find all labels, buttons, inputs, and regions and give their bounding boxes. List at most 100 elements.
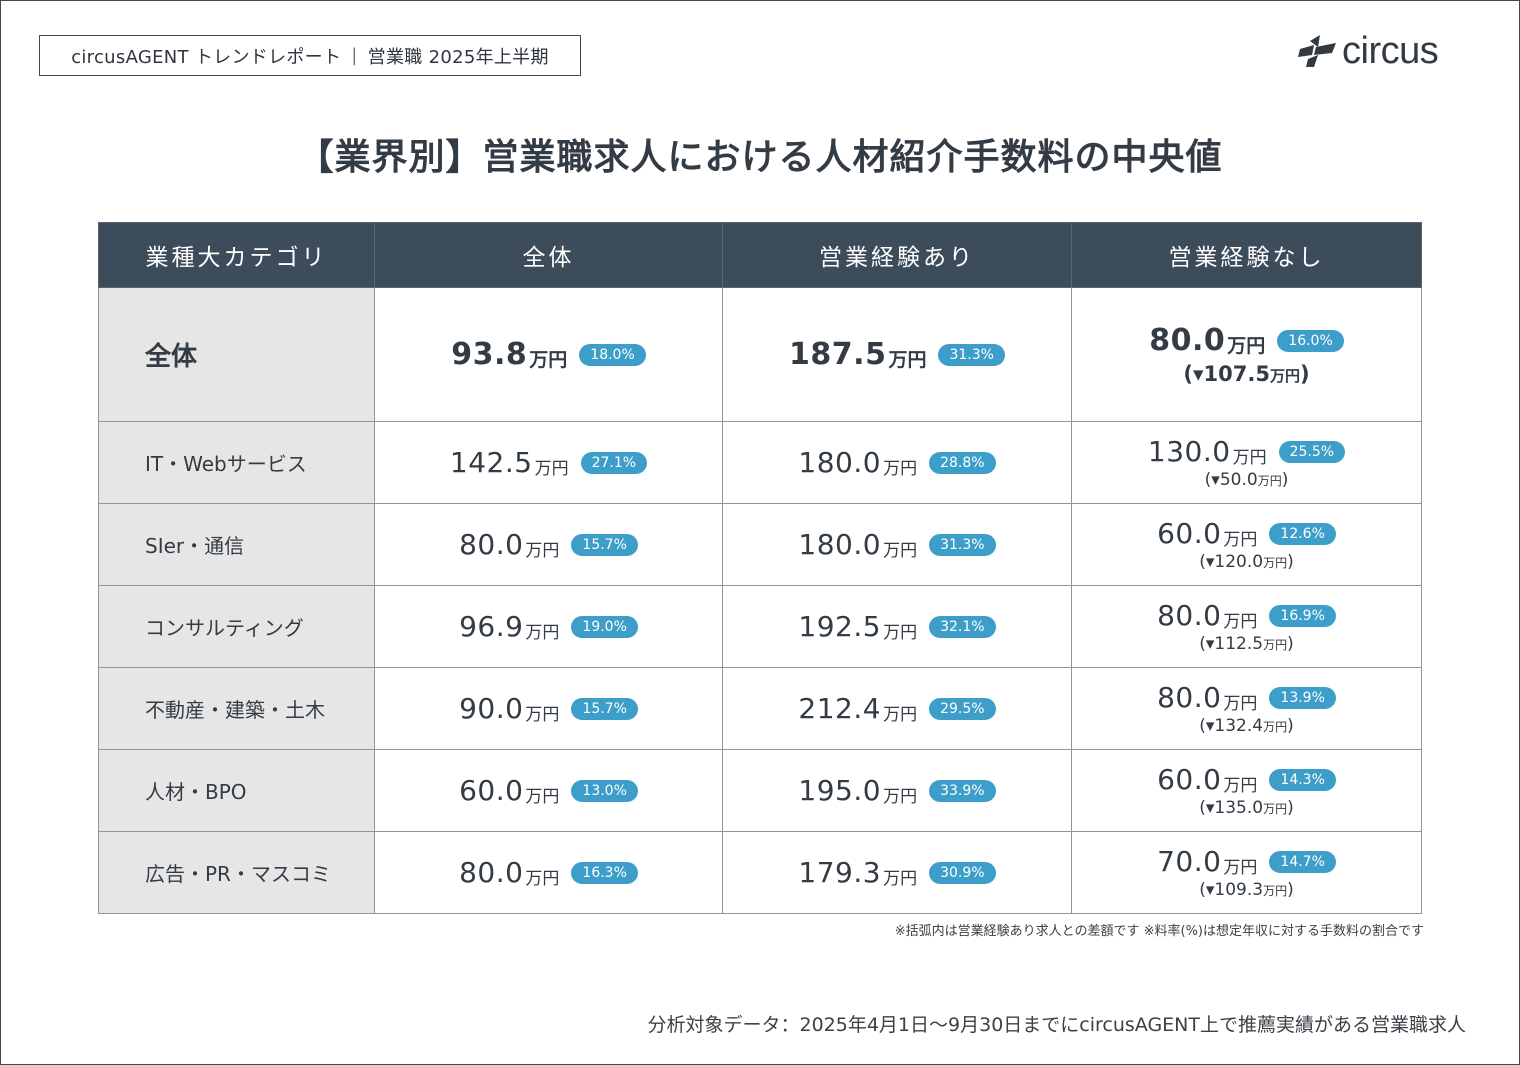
difference-unit: 万円 <box>1269 367 1300 385</box>
column-header-total: 全体 <box>374 222 723 288</box>
difference-amount: (▾112.5 <box>1199 634 1264 654</box>
fee-value: 60.0 万円 13.0% <box>459 774 638 807</box>
difference-close: ) <box>1287 798 1294 818</box>
fee-value: 130.0 万円 25.5% <box>1148 435 1346 468</box>
fee-value: 80.0 万円 15.7% <box>459 528 638 561</box>
fee-value: 195.0 万円 33.9% <box>798 774 996 807</box>
category-cell: 全体 <box>98 287 375 422</box>
rate-badge: 16.3% <box>571 861 638 884</box>
fee-number: 90.0 <box>459 692 524 725</box>
fee-number: 70.0 <box>1157 845 1222 878</box>
fee-unit: 万円 <box>883 787 918 807</box>
rate-badge: 18.0% <box>579 343 646 366</box>
fee-value: 142.5 万円 27.1% <box>449 446 648 479</box>
difference-from-experienced: (▾132.4万円) <box>1073 716 1420 736</box>
rate-badge: 25.5% <box>1278 440 1346 463</box>
difference-amount: (▾107.5 <box>1183 362 1270 386</box>
difference-amount: (▾109.3 <box>1199 880 1264 900</box>
difference-close: ) <box>1287 634 1294 654</box>
fee-number: 192.5 <box>798 610 882 643</box>
fee-unit: 万円 <box>525 623 560 643</box>
total-cell: 93.8 万円 18.0% <box>374 287 723 422</box>
column-header-category: 業種大カテゴリ <box>98 222 375 288</box>
table-row: 広告・PR・マスコミ 80.0 万円 16.3% 179.3 万円 30.9% 70.0 万円 1… <box>98 831 1422 914</box>
report-tag: circusAGENT トレンドレポート | 営業職 2025年上半期 <box>39 35 581 76</box>
rate-badge: 16.9% <box>1269 604 1336 627</box>
fee-unit: 万円 <box>883 869 918 889</box>
table-row: 不動産・建築・土木 90.0 万円 15.7% 212.4 万円 29.5% 80.0 万円 13… <box>98 667 1422 750</box>
category-cell: 広告・PR・マスコミ <box>98 831 375 914</box>
report-name: circusAGENT トレンドレポート <box>71 46 342 68</box>
fee-unit: 万円 <box>525 541 560 561</box>
fee-unit: 万円 <box>525 787 560 807</box>
table-row: IT・Webサービス 142.5 万円 27.1% 180.0 万円 28.8% 130.0 万… <box>98 421 1422 504</box>
difference-unit: 万円 <box>1263 638 1288 652</box>
difference-close: ) <box>1287 716 1294 736</box>
inexperienced-cell: 60.0 万円 12.6% (▾120.0万円) <box>1071 503 1422 586</box>
fee-value: 60.0 万円 14.3% <box>1157 763 1336 796</box>
fee-unit: 万円 <box>1232 448 1267 468</box>
total-cell: 142.5 万円 27.1% <box>374 421 723 504</box>
experienced-cell: 195.0 万円 33.9% <box>722 749 1072 832</box>
fee-number: 80.0 <box>459 528 524 561</box>
total-cell: 60.0 万円 13.0% <box>374 749 723 832</box>
difference-from-experienced: (▾135.0万円) <box>1073 798 1420 818</box>
rate-badge: 14.7% <box>1269 850 1336 873</box>
fee-value: 80.0 万円 13.9% <box>1157 681 1336 714</box>
rate-badge: 29.5% <box>929 697 996 720</box>
fee-unit: 万円 <box>883 705 918 725</box>
fee-unit: 万円 <box>1223 858 1258 878</box>
report-period: 営業職 2025年上半期 <box>367 46 549 68</box>
category-cell: 人材・BPO <box>98 749 375 832</box>
fee-value: 80.0 万円 16.3% <box>459 856 638 889</box>
rate-badge: 13.9% <box>1269 686 1336 709</box>
fee-number: 212.4 <box>798 692 882 725</box>
fee-number: 80.0 <box>1157 681 1222 714</box>
experienced-cell: 212.4 万円 29.5% <box>722 667 1072 750</box>
difference-unit: 万円 <box>1263 802 1288 816</box>
rate-badge: 16.0% <box>1277 329 1344 352</box>
difference-amount: (▾50.0 <box>1204 470 1258 490</box>
fee-unit: 万円 <box>883 459 918 479</box>
fee-number: 96.9 <box>459 610 524 643</box>
fee-number: 80.0 <box>1149 323 1226 358</box>
inexperienced-cell: 80.0 万円 13.9% (▾132.4万円) <box>1071 667 1422 750</box>
total-cell: 80.0 万円 15.7% <box>374 503 723 586</box>
fee-number: 180.0 <box>798 446 882 479</box>
difference-amount: (▾120.0 <box>1199 552 1264 572</box>
fee-unit: 万円 <box>1223 530 1258 550</box>
inexperienced-cell: 80.0 万円 16.9% (▾112.5万円) <box>1071 585 1422 668</box>
rate-badge: 19.0% <box>571 615 638 638</box>
experienced-cell: 187.5 万円 31.3% <box>722 287 1072 422</box>
fee-unit: 万円 <box>883 623 918 643</box>
experienced-cell: 179.3 万円 30.9% <box>722 831 1072 914</box>
page-title: 【業界別】営業職求人における人材紹介手数料の中央値 <box>297 137 1223 178</box>
rate-badge: 32.1% <box>929 615 996 638</box>
difference-amount: (▾132.4 <box>1199 716 1264 736</box>
table-header-row: 業種大カテゴリ 全体 営業経験あり 営業経験なし <box>98 222 1422 288</box>
fee-unit: 万円 <box>1227 335 1266 357</box>
total-cell: 96.9 万円 19.0% <box>374 585 723 668</box>
fee-value: 60.0 万円 12.6% <box>1157 517 1336 550</box>
column-header-inexperienced: 営業経験なし <box>1071 222 1422 288</box>
rate-badge: 31.3% <box>929 533 996 556</box>
rate-badge: 13.0% <box>571 779 638 802</box>
fee-number: 187.5 <box>789 337 887 372</box>
rate-badge: 30.9% <box>929 861 996 884</box>
fee-value: 192.5 万円 32.1% <box>798 610 996 643</box>
rate-badge: 15.7% <box>571 533 638 556</box>
experienced-cell: 192.5 万円 32.1% <box>722 585 1072 668</box>
fee-number: 142.5 <box>449 446 533 479</box>
difference-from-experienced: (▾50.0万円) <box>1073 470 1420 490</box>
rate-badge: 33.9% <box>929 779 996 802</box>
category-cell: IT・Webサービス <box>98 421 375 504</box>
fee-value: 179.3 万円 30.9% <box>798 856 996 889</box>
fee-unit: 万円 <box>529 349 568 371</box>
fee-unit: 万円 <box>525 705 560 725</box>
fee-value: 96.9 万円 19.0% <box>459 610 638 643</box>
rate-badge: 27.1% <box>580 451 648 474</box>
fee-value: 180.0 万円 28.8% <box>798 446 996 479</box>
difference-amount: (▾135.0 <box>1199 798 1264 818</box>
difference-from-experienced: (▾107.5万円) <box>1073 362 1420 386</box>
fee-number: 80.0 <box>459 856 524 889</box>
